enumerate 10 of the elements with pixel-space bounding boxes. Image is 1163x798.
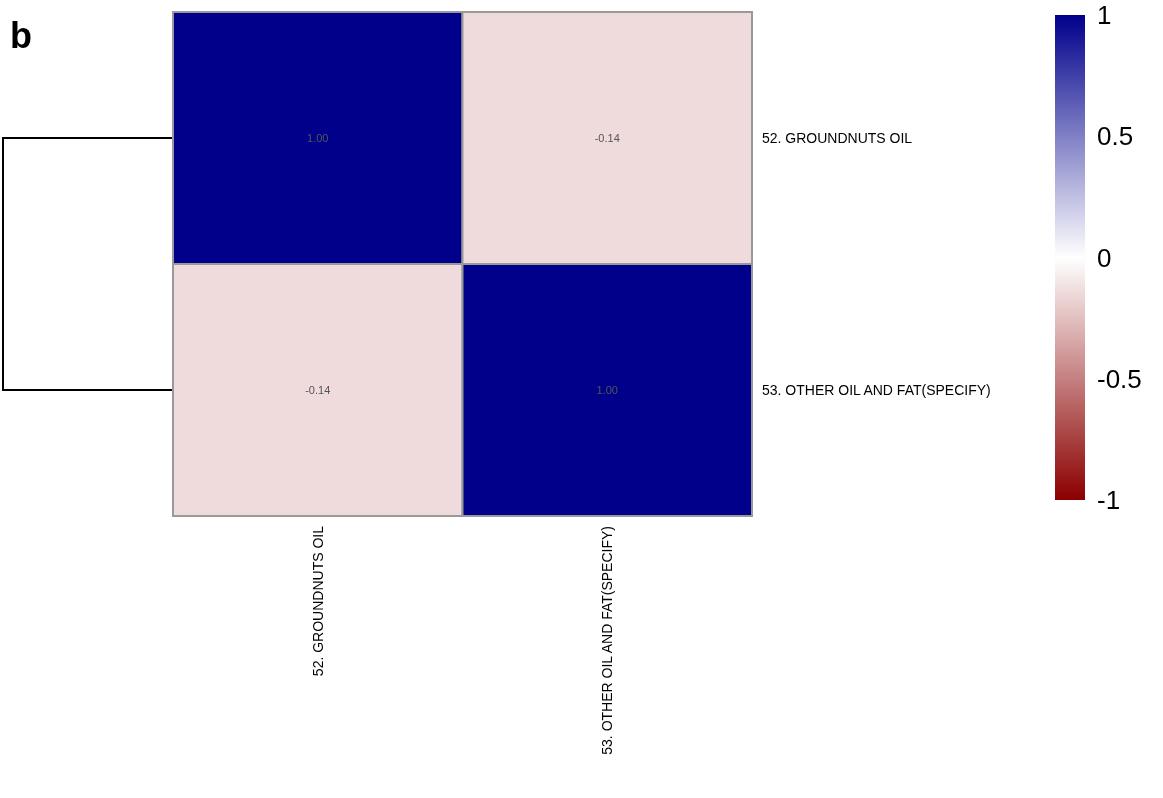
color-bar-label: 0 xyxy=(1097,242,1112,273)
color-bar-label: -0.5 xyxy=(1097,363,1142,394)
color-bar-label: 0.5 xyxy=(1097,121,1134,152)
color-bar-label: 1 xyxy=(1097,0,1112,30)
data-label: -0.14 xyxy=(594,132,620,144)
color-bar-label: -1 xyxy=(1097,485,1121,515)
data-label: -0.14 xyxy=(305,384,331,396)
text: b xyxy=(10,15,32,56)
data-label: 1.00 xyxy=(596,384,618,396)
data-label: 1.00 xyxy=(307,132,329,144)
